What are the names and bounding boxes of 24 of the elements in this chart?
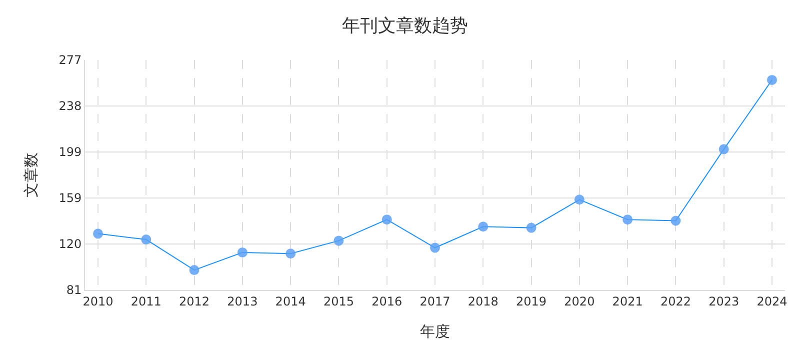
y-tick-label: 199 bbox=[58, 145, 82, 160]
x-tick-label: 2014 bbox=[275, 294, 306, 308]
x-tick-label: 2015 bbox=[323, 294, 354, 308]
x-tick-label: 2023 bbox=[708, 294, 740, 308]
x-tick-label: 2024 bbox=[756, 294, 788, 308]
y-tick-label: 81 bbox=[66, 283, 82, 298]
x-tick-label: 2022 bbox=[660, 294, 691, 308]
x-tick-label: 2019 bbox=[516, 294, 547, 308]
y-axis-title: 文章数 bbox=[22, 152, 40, 198]
y-tick-label: 159 bbox=[58, 191, 82, 206]
x-tick-label: 2020 bbox=[564, 294, 595, 308]
y-tick-label: 238 bbox=[58, 99, 82, 114]
x-tick-label: 2010 bbox=[82, 294, 114, 308]
x-tick-label: 2012 bbox=[179, 294, 210, 308]
y-tick-label: 120 bbox=[58, 237, 82, 252]
x-tick-label: 2021 bbox=[612, 294, 643, 308]
x-tick-label: 2017 bbox=[420, 294, 450, 308]
x-tick-label: 2016 bbox=[372, 294, 402, 308]
chart-title: 年刊文章数趋势 bbox=[342, 16, 468, 36]
x-tick-label: 2011 bbox=[130, 294, 162, 308]
x-tick-label: 2013 bbox=[227, 294, 258, 308]
y-tick-label: 277 bbox=[58, 53, 82, 68]
x-tick-label: 2018 bbox=[468, 294, 498, 308]
x-axis-title: 年度 bbox=[420, 322, 450, 340]
